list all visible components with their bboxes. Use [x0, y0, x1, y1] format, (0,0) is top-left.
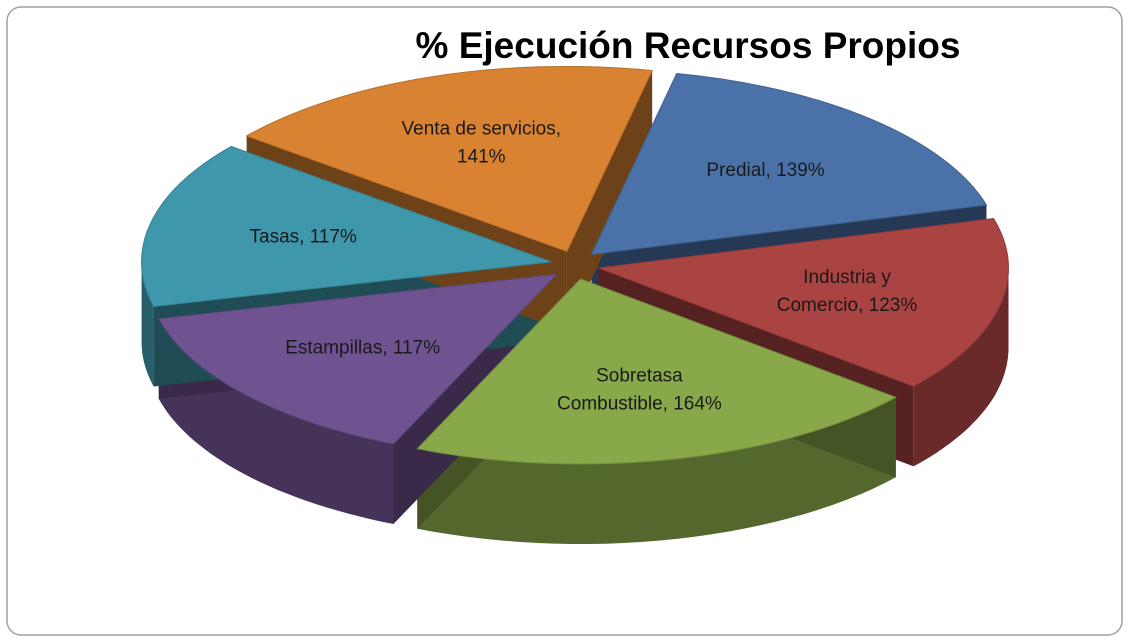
data-label: 141%: [457, 146, 506, 167]
slice: [416, 278, 897, 465]
slice-side: [913, 268, 1009, 467]
slice-side: [158, 318, 394, 524]
slice-tops: [141, 65, 1009, 465]
slice: [598, 217, 1009, 387]
slice-side: [141, 261, 154, 387]
data-label: Tasas, 117%: [250, 226, 357, 247]
chart-title: % Ejecución Recursos Propios: [416, 25, 961, 66]
data-label: Predial, 139%: [706, 160, 824, 181]
slice-face: [566, 70, 653, 332]
data-label: Comercio, 123%: [777, 295, 918, 316]
data-label: Industria y: [803, 267, 891, 288]
data-label: Combustible, 164%: [557, 394, 722, 415]
slice: [245, 65, 653, 253]
labels: Predial, 139% Industria y Comercio, 123% So…: [250, 118, 918, 414]
data-label: Sobretasa: [596, 366, 683, 387]
slice: [590, 73, 988, 256]
data-label: Venta de servicios,: [402, 118, 561, 139]
slice: [157, 273, 559, 445]
slice-side: [417, 397, 896, 544]
slice: [141, 145, 552, 308]
data-label: Estampillas, 117%: [285, 337, 440, 358]
